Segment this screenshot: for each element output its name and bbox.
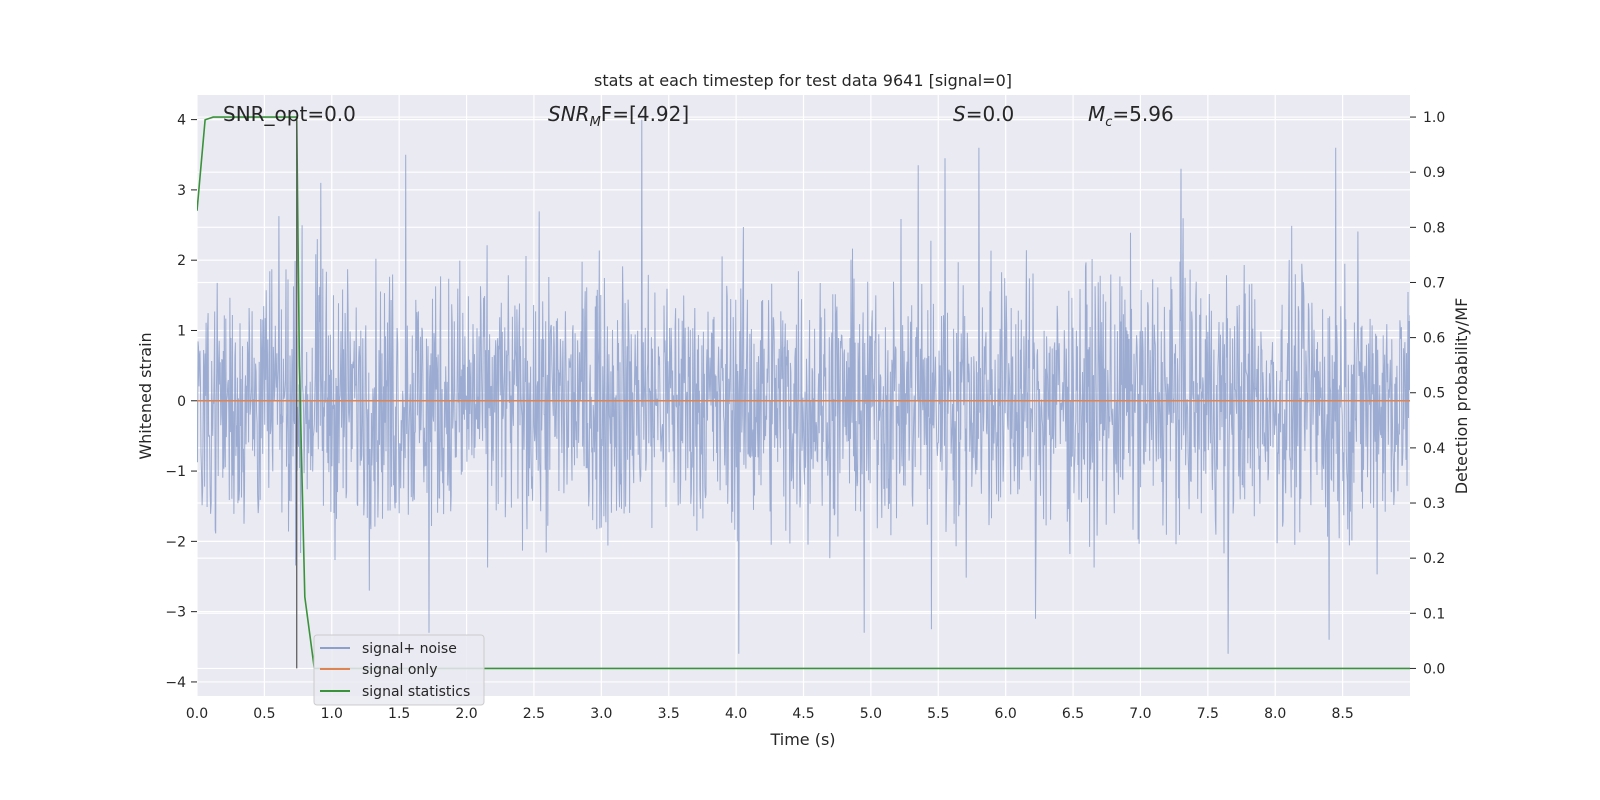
y2-tick-labels: 0.0 0.1 0.2 0.3 0.4 0.5 0.6 0.7 0.8 0.9 1.0 (1410, 110, 1445, 677)
y2-tick-label: 0.4 (1423, 441, 1445, 457)
y-tick-label: 4 (177, 113, 186, 129)
y-tick-label: −2 (165, 534, 186, 550)
legend: signal+ noise signal only signal statist… (313, 634, 485, 706)
annotation-snr-opt: SNR_opt=0.0 (223, 102, 356, 126)
y2-tick-label: 0.6 (1423, 331, 1445, 347)
y-gridlines (197, 119, 1410, 683)
x-tick-label: 5.5 (927, 706, 949, 722)
x-tick-label: 6.5 (1062, 706, 1084, 722)
x-tick-label: 1.5 (388, 706, 410, 722)
y-tick-label: −4 (165, 675, 186, 691)
x-tick-labels: 0.0 0.5 1.0 1.5 2.0 2.5 3.0 3.5 4.0 4.5 5.0 5.5 6.0 6… (186, 706, 1354, 722)
x-tick-label: 3.0 (590, 706, 612, 722)
y2-axis-label: Detection probability/MF (1452, 298, 1471, 495)
y2-tick-label: 0.9 (1423, 165, 1445, 181)
annotation-s-tail: =0.0 (966, 102, 1015, 126)
y-axis-label: Whitened strain (136, 332, 155, 459)
legend-label-signal-noise: signal+ noise (362, 641, 457, 657)
annotation-s-main: S (953, 102, 966, 126)
y-tick-label: −1 (165, 464, 186, 480)
y2-tick-label: 0.5 (1423, 386, 1445, 402)
x-tick-label: 4.0 (725, 706, 747, 722)
x-tick-label: 6.0 (995, 706, 1017, 722)
y-tick-label: −3 (165, 605, 186, 621)
x-tick-label: 4.5 (792, 706, 814, 722)
chart-title: stats at each timestep for test data 964… (594, 71, 1012, 90)
y2-tick-label: 0.0 (1423, 661, 1445, 677)
y-tick-label: 3 (177, 183, 186, 199)
annotation-mc-main: M (1088, 102, 1105, 126)
annotation-snr-mf: SNRMF=[4.92] (548, 102, 689, 130)
x-tick-label: 0.0 (186, 706, 208, 722)
x-tick-label: 2.5 (523, 706, 545, 722)
x-tick-label: 0.5 (253, 706, 275, 722)
x-tick-label: 7.0 (1129, 706, 1151, 722)
annotation-snr-mf-main: SNR (548, 102, 590, 126)
y-tick-label: 2 (177, 253, 186, 269)
y2-tick-label: 1.0 (1423, 110, 1445, 126)
x-tick-label: 1.0 (321, 706, 343, 722)
legend-label-signal-only: signal only (362, 662, 437, 678)
annotation-s: S=0.0 (953, 102, 1014, 126)
y2-tick-label: 0.3 (1423, 496, 1445, 512)
y2-tick-label: 0.7 (1423, 275, 1445, 291)
x-axis-label: Time (s) (769, 730, 835, 749)
annotation-snr-mf-tail: F=[4.92] (601, 102, 689, 126)
y-tick-label: 1 (177, 323, 186, 339)
annotation-mc-tail: =5.96 (1112, 102, 1173, 126)
y-tick-labels: −4 −3 −2 −1 0 1 2 3 4 (165, 113, 197, 691)
y2-tick-label: 0.2 (1423, 551, 1445, 567)
annotation-snr-mf-sub: M (590, 115, 601, 130)
y2-tick-label: 0.8 (1423, 220, 1445, 236)
y-tick-label: 0 (177, 394, 186, 410)
series-signal-noise-line (197, 119, 1410, 654)
x-tick-label: 2.0 (455, 706, 477, 722)
x-tick-label: 8.0 (1264, 706, 1286, 722)
x-tick-label: 5.0 (860, 706, 882, 722)
y2-tick-label: 0.1 (1423, 606, 1445, 622)
x-tick-label: 7.5 (1197, 706, 1219, 722)
legend-box (313, 634, 485, 706)
legend-label-signal-statistics: signal statistics (362, 684, 470, 700)
x-tick-label: 3.5 (658, 706, 680, 722)
annotation-mc: Mc=5.96 (1088, 102, 1174, 130)
x-tick-label: 8.5 (1331, 706, 1353, 722)
annotation-mc-sub: c (1105, 115, 1112, 130)
